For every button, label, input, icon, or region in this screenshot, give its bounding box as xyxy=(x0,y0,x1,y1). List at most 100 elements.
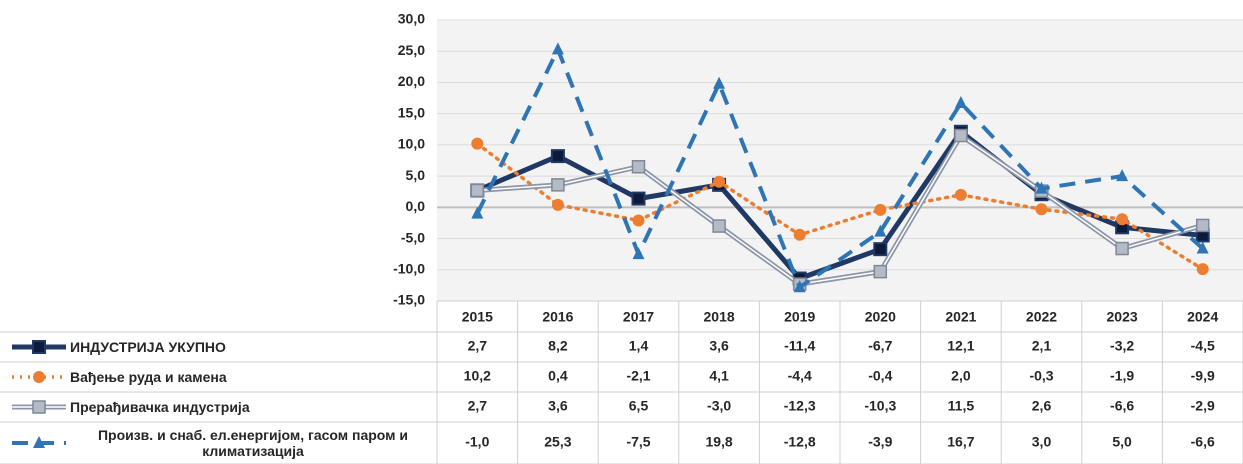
table-value: 11,5 xyxy=(948,398,975,414)
y-tick-label: 20,0 xyxy=(398,73,425,89)
marker xyxy=(33,371,45,383)
table-value: 0,4 xyxy=(548,368,568,384)
table-value: -0,3 xyxy=(1029,368,1053,384)
table-value: -6,6 xyxy=(1110,398,1134,414)
marker xyxy=(1035,181,1048,194)
legend-text: Произв. и снаб. ел.енергијом, гасом паро… xyxy=(97,427,409,459)
table-value: -11,4 xyxy=(784,338,815,354)
marker xyxy=(793,280,806,293)
table-value: 6,5 xyxy=(629,398,649,414)
marker xyxy=(1116,169,1129,182)
marker xyxy=(713,76,726,89)
marker xyxy=(551,178,565,192)
table-value: 2,1 xyxy=(1032,338,1052,354)
marker xyxy=(551,42,564,55)
marker xyxy=(712,219,726,233)
y-tick-label: -10,0 xyxy=(393,260,425,276)
x-tick-label: 2022 xyxy=(1026,309,1057,325)
legend-text: Вађење руда и камена xyxy=(70,369,227,385)
table-value: -4,4 xyxy=(788,368,812,384)
marker xyxy=(1196,241,1209,254)
marker xyxy=(1195,218,1210,233)
legend-label: Вађење руда и камена xyxy=(70,369,227,385)
table-value: 16,7 xyxy=(947,434,974,450)
table-value: -9,9 xyxy=(1191,368,1215,384)
marker xyxy=(32,340,46,354)
table-value: -2,1 xyxy=(626,368,650,384)
marker xyxy=(1035,203,1048,216)
table-value: -2,9 xyxy=(1191,398,1215,414)
marker xyxy=(1115,241,1129,256)
x-tick-label: 2015 xyxy=(462,309,493,325)
y-tick-label: 15,0 xyxy=(398,104,425,120)
table-value: 3,6 xyxy=(709,338,729,354)
series-line-inner xyxy=(477,134,1203,285)
marker xyxy=(954,188,967,201)
x-tick-label: 2024 xyxy=(1187,309,1218,325)
table-value: 25,3 xyxy=(544,434,571,450)
series-line xyxy=(475,141,1205,271)
marker xyxy=(33,436,45,448)
marker xyxy=(873,242,888,257)
marker xyxy=(713,175,726,188)
series-line xyxy=(475,44,1205,291)
marker xyxy=(874,224,887,237)
y-tick-label: 25,0 xyxy=(398,42,425,58)
marker xyxy=(954,128,968,143)
marker xyxy=(874,203,887,216)
legend-text: Прерађивачка индустрија xyxy=(70,399,250,415)
marker xyxy=(873,264,888,279)
marker xyxy=(954,96,967,109)
legend-text: ИНДУСТРИЈА УКУПНО xyxy=(70,339,226,355)
marker xyxy=(551,198,564,211)
y-tick-label: -5,0 xyxy=(401,229,425,245)
table-value: -7,5 xyxy=(626,434,650,450)
x-tick-label: 2021 xyxy=(945,309,976,325)
table-value: -1,9 xyxy=(1110,368,1134,384)
table-value: -6,6 xyxy=(1191,434,1215,450)
legend-label: Произв. и снаб. ел.енергијом, гасом паро… xyxy=(97,427,409,459)
table-value: 2,6 xyxy=(1032,398,1052,414)
marker xyxy=(632,214,645,227)
table-value: -3,2 xyxy=(1110,338,1134,354)
marker xyxy=(32,400,46,414)
x-tick-label: 2016 xyxy=(542,309,573,325)
table-value: -10,3 xyxy=(864,398,896,414)
x-tick-label: 2017 xyxy=(623,309,654,325)
marker xyxy=(1196,263,1209,276)
table-value: -12,3 xyxy=(784,398,816,414)
marker xyxy=(550,149,565,164)
marker xyxy=(470,183,485,198)
table-value: 3,6 xyxy=(548,398,568,414)
table-value: 2,7 xyxy=(468,338,488,354)
y-tick-label: -15,0 xyxy=(393,292,425,308)
table-value: 1,4 xyxy=(629,338,649,354)
table-value: 3,0 xyxy=(1032,434,1052,450)
table-value: 2,0 xyxy=(951,368,971,384)
table-value: -3,0 xyxy=(707,398,731,414)
table-value: 5,0 xyxy=(1112,434,1132,450)
table-value: 10,2 xyxy=(464,368,491,384)
x-tick-label: 2023 xyxy=(1107,309,1138,325)
table-value: -6,7 xyxy=(868,338,892,354)
table-value: -0,4 xyxy=(868,368,892,384)
table-value: 2,7 xyxy=(468,398,488,414)
marker xyxy=(1116,213,1129,226)
y-tick-label: 30,0 xyxy=(398,11,425,27)
table-value: -12,8 xyxy=(784,434,816,450)
x-tick-label: 2020 xyxy=(865,309,896,325)
x-tick-label: 2019 xyxy=(784,309,815,325)
marker xyxy=(632,247,645,260)
legend-label: ИНДУСТРИЈА УКУПНО xyxy=(70,339,226,355)
marker xyxy=(631,159,646,174)
table-value: -1,0 xyxy=(465,434,489,450)
x-tick-label: 2018 xyxy=(704,309,735,325)
table-value: 4,1 xyxy=(709,368,729,384)
marker xyxy=(471,137,484,150)
table-value: -3,9 xyxy=(868,434,892,450)
y-tick-label: 10,0 xyxy=(398,136,425,152)
y-tick-label: 5,0 xyxy=(406,167,426,183)
table-value: 8,2 xyxy=(548,338,568,354)
table-value: -4,5 xyxy=(1191,338,1215,354)
